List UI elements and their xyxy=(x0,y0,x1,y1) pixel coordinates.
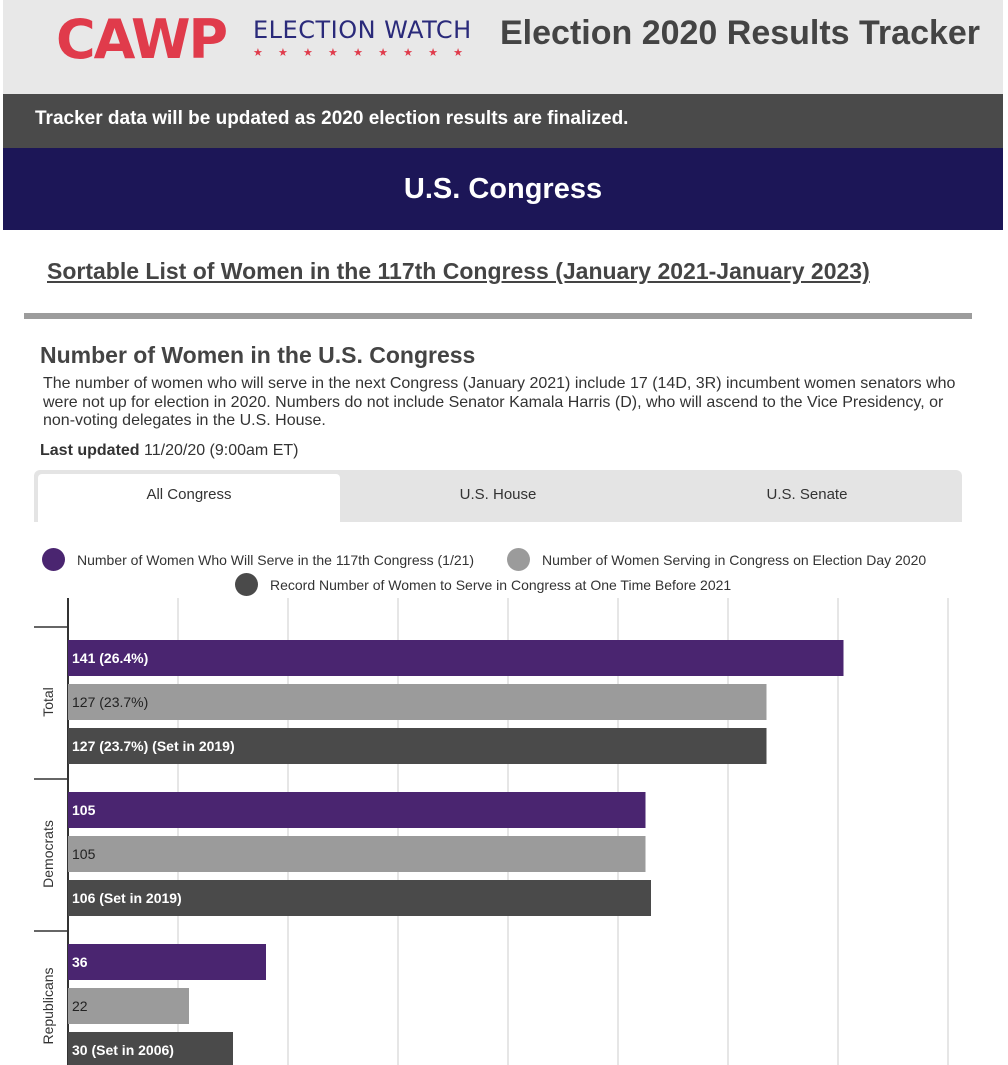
data-label: 22 xyxy=(72,998,88,1014)
update-notice: Tracker data will be updated as 2020 ele… xyxy=(3,94,1003,148)
bar xyxy=(68,988,189,1024)
chart-heading: Number of Women in the U.S. Congress xyxy=(40,342,476,368)
data-label: 106 (Set in 2019) xyxy=(72,890,182,906)
legend-item-117th[interactable]: Number of Women Who Will Serve in the 11… xyxy=(42,548,474,571)
bar xyxy=(68,944,266,980)
tab-us-house[interactable]: U.S. House xyxy=(459,486,537,503)
bar xyxy=(68,792,646,828)
bar xyxy=(68,880,651,916)
sortable-list-link[interactable]: Sortable List of Women in the 117th Cong… xyxy=(47,258,870,284)
data-label: 141 (26.4%) xyxy=(72,650,148,666)
legend-swatch-gray xyxy=(507,548,530,571)
legend-item-record[interactable]: Record Number of Women to Serve in Congr… xyxy=(235,573,731,596)
legend-swatch-purple xyxy=(42,548,65,571)
app-title: Election 2020 Results Tracker xyxy=(500,14,981,52)
legend-swatch-dark xyxy=(235,573,258,596)
site-header: CAWP ELECTION WATCH ★ ★ ★ ★ ★ ★ ★ ★ ★ Election 2… xyxy=(3,0,1003,94)
logo-stars-icon: ★ ★ ★ ★ ★ ★ ★ ★ ★ xyxy=(253,47,463,59)
section-title: U.S. Congress xyxy=(403,173,603,205)
data-label: 127 (23.7%) (Set in 2019) xyxy=(72,738,235,754)
update-notice-text: Tracker data will be updated as 2020 ele… xyxy=(35,108,629,129)
legend-item-election-day[interactable]: Number of Women Serving in Congress on E… xyxy=(507,548,926,571)
data-label: 105 xyxy=(72,802,96,818)
legend-label: Number of Women Who Will Serve in the 11… xyxy=(77,551,475,568)
bar xyxy=(68,836,646,872)
category-label: Democrats xyxy=(40,820,56,888)
data-label: 36 xyxy=(72,954,88,970)
bar xyxy=(68,684,767,720)
election-watch-logo: ELECTION WATCH xyxy=(253,16,472,44)
bar-chart: Total 141 (26.4%) 127 (23.7%) 127 (23.7%) (… xyxy=(34,598,949,1065)
bar xyxy=(68,640,844,676)
cawp-logo[interactable]: CAWP xyxy=(56,8,228,71)
last-updated-label: Last updated xyxy=(40,442,140,459)
last-updated-value: 11/20/20 (9:00am ET) xyxy=(144,442,299,459)
tab-us-senate[interactable]: U.S. Senate xyxy=(766,486,848,503)
chart-description: The number of women who will serve in th… xyxy=(43,375,956,429)
category-label: Republicans xyxy=(40,967,56,1044)
legend-label: Record Number of Women to Serve in Congr… xyxy=(270,576,732,593)
data-label: 127 (23.7%) xyxy=(72,694,148,710)
bar xyxy=(68,1032,233,1065)
data-label: 105 xyxy=(72,846,96,862)
legend-label: Number of Women Serving in Congress on E… xyxy=(542,551,927,568)
section-banner: U.S. Congress xyxy=(3,148,1003,230)
chart-tabs: All Congress U.S. House U.S. Senate xyxy=(34,470,962,522)
data-label: 30 (Set in 2006) xyxy=(72,1042,174,1058)
bar xyxy=(68,728,767,764)
last-updated: Last updated 11/20/20 (9:00am ET) xyxy=(40,442,298,460)
divider xyxy=(24,313,972,319)
tab-all-congress[interactable]: All Congress xyxy=(38,474,340,522)
category-label: Total xyxy=(40,687,56,717)
